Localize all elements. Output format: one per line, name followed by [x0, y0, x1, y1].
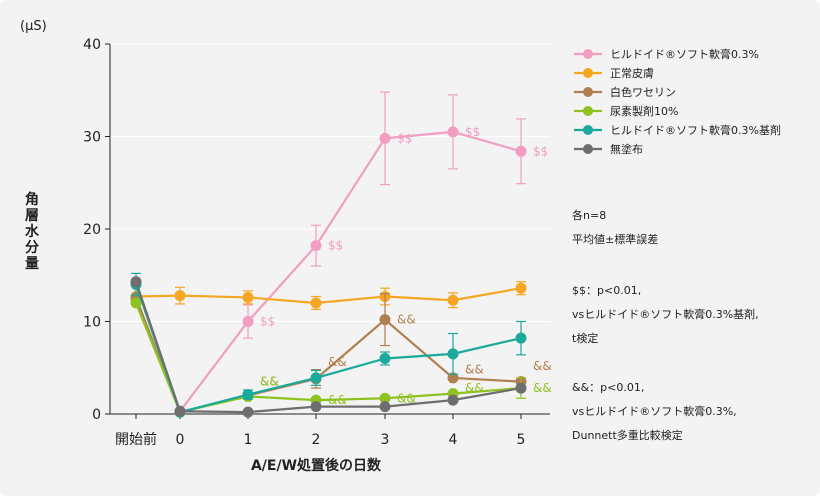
significance-mark: $$ — [533, 144, 548, 158]
data-point — [447, 294, 459, 306]
note-line: $$：p<0.01, — [572, 284, 641, 297]
legend-swatch-marker — [583, 125, 593, 135]
legend-label: ヒルドイド®ソフト軟膏0.3%基剤 — [610, 123, 781, 137]
data-point — [379, 392, 391, 404]
data-point — [310, 240, 322, 252]
legend-swatch-marker — [583, 144, 593, 154]
data-point — [447, 348, 459, 360]
data-point — [174, 290, 186, 302]
note-line: 各n=8 — [572, 208, 606, 222]
data-point — [242, 316, 254, 327]
series-4 — [130, 272, 527, 418]
grid — [110, 43, 550, 323]
legend-swatch-marker — [583, 49, 593, 59]
data-point — [515, 332, 527, 344]
significance-mark: && — [260, 375, 279, 389]
significance-mark: $$ — [465, 125, 480, 139]
data-point — [379, 401, 391, 413]
legend-label: 正常皮膚 — [610, 66, 654, 80]
note-line: vsヒルドイド®ソフト軟膏0.3%, — [572, 404, 737, 418]
data-point — [242, 389, 254, 401]
x-ticks: 開始前 0 1 2 3 4 5 — [115, 414, 525, 448]
data-point — [447, 394, 459, 406]
data-point — [130, 276, 142, 288]
legend-swatch-marker — [583, 106, 593, 116]
data-point — [515, 282, 527, 294]
significance-mark: && — [328, 393, 347, 407]
data-point — [242, 406, 254, 418]
x-axis-label: A/E/W処置後の日数 — [251, 457, 382, 474]
significance-mark: && — [533, 381, 552, 395]
data-point — [310, 401, 322, 413]
significance-mark: $$ — [260, 315, 275, 329]
data-point — [379, 314, 391, 326]
data-point — [310, 297, 322, 309]
series-line — [135, 287, 522, 305]
x-tick-label: 4 — [449, 432, 458, 448]
significance-mark: && — [260, 375, 279, 389]
x-tick-label: 1 — [244, 432, 253, 448]
y-tick-label: 40 — [83, 37, 101, 53]
y-tick-label: 20 — [83, 222, 101, 238]
data-point — [130, 297, 142, 309]
significance-mark: && — [397, 313, 416, 327]
y-tick-label: 0 — [92, 407, 101, 423]
data-point — [379, 353, 391, 364]
y-axis-label: 角層水分量 — [25, 191, 40, 272]
y-axis-label-char: 角 — [25, 191, 39, 208]
series-5 — [130, 276, 527, 418]
legend-label: 白色ワセリン — [610, 85, 676, 99]
data-point — [242, 291, 254, 303]
y-axis-label-char: 量 — [25, 256, 39, 272]
y-tick-label: 10 — [83, 315, 101, 331]
series-1 — [130, 281, 527, 311]
legend-label: ヒルドイド®ソフト軟膏0.3% — [610, 47, 759, 61]
significance-mark: && — [328, 355, 347, 369]
legend-label: 無塗布 — [610, 142, 643, 156]
data-point — [310, 372, 322, 384]
significance-mark: && — [465, 363, 484, 377]
significance-mark: && — [397, 391, 416, 405]
y-axis-label-char: 水 — [25, 223, 40, 240]
note-line: t検定 — [572, 331, 598, 345]
legend-swatch-marker — [583, 68, 593, 78]
data-point — [379, 132, 391, 144]
y-unit-label: (μS) — [20, 19, 47, 34]
data-point — [174, 405, 186, 417]
significance-mark: && — [465, 381, 484, 395]
note-line: Dunnett多重比較検定 — [572, 428, 683, 442]
data-point — [447, 372, 459, 384]
data-point — [515, 382, 527, 394]
note-line: vsヒルドイド®ソフト軟膏0.3%基剤, — [572, 307, 759, 321]
x-tick-label: 5 — [517, 432, 526, 448]
x-tick-label: 0 — [176, 432, 185, 448]
y-axis-label-char: 分 — [25, 240, 39, 256]
y-tick-label: 30 — [83, 130, 101, 146]
legend-label: 尿素製剤10% — [610, 104, 678, 118]
data-point — [447, 126, 459, 138]
series-group — [130, 91, 527, 418]
notes: 各n=8 平均値±標準誤差 $$：p<0.01, vsヒルドイド®ソフト軟膏0.3%基… — [572, 208, 759, 442]
data-point — [515, 145, 527, 157]
legend-swatch-marker — [583, 87, 593, 97]
significance-mark: && — [533, 359, 552, 373]
y-ticks: 0 10 20 30 40 — [83, 37, 110, 423]
note-line: &&：p<0.01, — [572, 381, 644, 394]
x-tick-label: 3 — [381, 432, 390, 448]
significance-mark: $$ — [328, 239, 343, 253]
significance-annotations: $$$$$$ $$$$&&&&&&&&&&&&&&&& &&&& — [260, 125, 552, 407]
significance-mark: $$ — [397, 131, 412, 145]
x-tick-label: 2 — [312, 432, 321, 448]
x-tick-label: 開始前 — [115, 431, 157, 448]
note-line: 平均値±標準誤差 — [572, 232, 658, 246]
y-axis-label-char: 層 — [25, 208, 39, 224]
